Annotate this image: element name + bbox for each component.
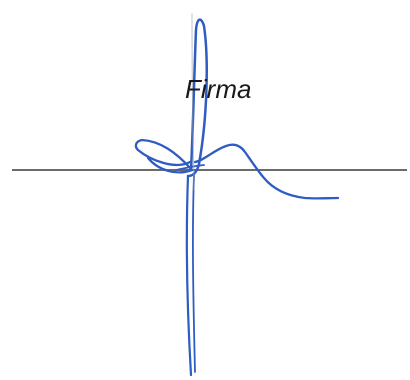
signature-label: Firma [185,74,252,104]
signature-line [12,169,407,171]
